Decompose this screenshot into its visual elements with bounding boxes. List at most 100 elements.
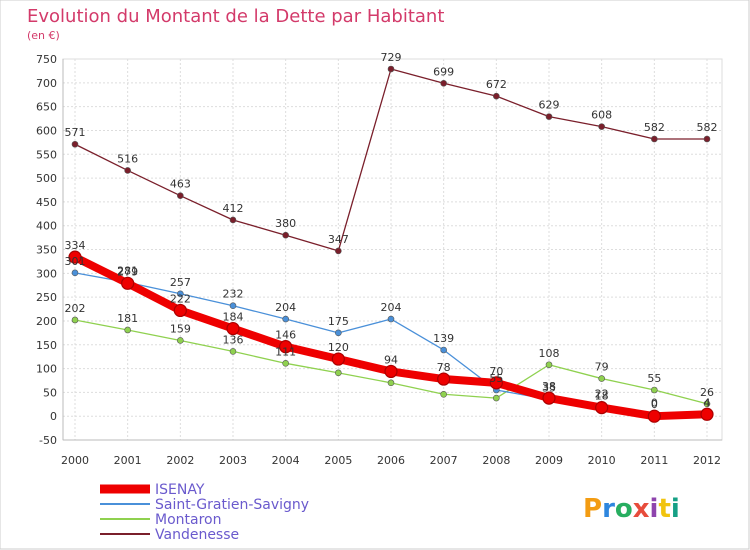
data-label: 582	[644, 121, 665, 134]
data-label: 380	[275, 217, 296, 230]
data-label: 146	[275, 329, 296, 342]
data-label: 281	[117, 264, 138, 277]
data-point	[226, 321, 240, 336]
data-label: 111	[275, 345, 296, 358]
data-point	[335, 247, 342, 255]
data-point	[493, 394, 500, 402]
proxiti-logo: Proxiti	[583, 494, 680, 524]
data-label: 672	[486, 78, 507, 91]
data-point	[595, 401, 609, 415]
y-tick-label: 250	[36, 291, 57, 304]
data-label: 120	[328, 341, 349, 354]
data-label: 347	[328, 233, 349, 246]
y-tick-label: 700	[36, 77, 57, 90]
data-label: 232	[223, 288, 244, 301]
data-point	[489, 376, 503, 390]
legend: ISENAYSaint-Gratien-SavignyMontaronVande…	[100, 482, 309, 543]
data-label: 463	[170, 178, 191, 191]
x-tick-label: 2011	[640, 454, 668, 467]
data-point	[282, 360, 289, 367]
data-point	[437, 372, 451, 386]
data-point	[703, 135, 711, 143]
data-label: 412	[223, 202, 244, 215]
data-point	[440, 79, 447, 87]
data-label: 257	[170, 276, 191, 289]
y-tick-label: 650	[36, 101, 57, 114]
data-point	[647, 409, 661, 423]
data-label: 35	[542, 382, 556, 395]
data-label: 729	[381, 51, 402, 64]
data-label: 4	[704, 396, 711, 409]
y-tick-label: 750	[36, 53, 57, 66]
data-label: 516	[117, 152, 138, 165]
y-tick-label: 0	[50, 410, 57, 423]
data-point	[177, 192, 184, 199]
data-point	[651, 135, 658, 143]
data-label: 629	[539, 99, 560, 112]
data-point	[282, 315, 289, 323]
x-tick-label: 2003	[219, 454, 247, 467]
y-tick-label: 500	[36, 172, 57, 185]
data-label: 175	[328, 315, 349, 328]
data-point	[598, 123, 605, 130]
data-label: 159	[170, 322, 191, 335]
data-point	[121, 276, 135, 290]
x-tick-label: 2001	[114, 454, 142, 467]
legend-item-label: Vandenesse	[155, 527, 239, 543]
y-tick-label: -50	[39, 434, 57, 447]
data-point	[387, 315, 395, 323]
data-label: 279	[117, 265, 138, 278]
y-tick-label: 400	[36, 220, 57, 233]
y-tick-label: 200	[36, 315, 57, 328]
data-label: 334	[65, 239, 86, 252]
data-label: 38	[542, 380, 556, 393]
data-label: 79	[595, 361, 609, 374]
data-label: 204	[381, 301, 402, 314]
data-point	[387, 379, 395, 387]
data-label: 94	[384, 353, 398, 366]
data-point	[545, 361, 553, 369]
data-point	[598, 375, 605, 382]
data-point	[177, 337, 184, 344]
data-point	[387, 65, 395, 73]
x-tick-label: 2000	[61, 454, 89, 467]
logo-wordmark: Proxiti	[583, 494, 680, 524]
data-point	[493, 92, 500, 100]
data-point	[71, 269, 79, 277]
legend-item-label: Montaron	[155, 512, 221, 528]
data-point	[229, 348, 237, 355]
data-label: 571	[65, 126, 86, 139]
data-label: 204	[275, 301, 296, 314]
data-point	[542, 391, 556, 405]
series-layer	[68, 65, 714, 423]
data-label: 55	[489, 372, 503, 385]
y-tick-label: 300	[36, 267, 57, 280]
data-point	[335, 329, 342, 337]
data-label: 70	[489, 365, 503, 378]
data-point	[703, 400, 711, 408]
y-tick-label: 450	[36, 196, 57, 209]
data-point	[440, 390, 447, 398]
data-point	[124, 326, 131, 334]
data-point	[331, 352, 345, 366]
x-tick-label: 2012	[693, 454, 721, 467]
data-point	[177, 290, 184, 298]
data-label: 301	[65, 255, 86, 268]
data-label: 22	[595, 388, 609, 401]
data-point	[279, 340, 293, 354]
y-tick-label: 100	[36, 363, 57, 376]
axes: -500501001502002503003504004505005506006…	[36, 53, 722, 467]
data-label: 699	[433, 65, 454, 78]
x-tick-label: 2009	[535, 454, 563, 467]
data-label: 136	[223, 333, 244, 346]
data-point	[282, 231, 289, 239]
x-tick-label: 2002	[166, 454, 194, 467]
data-point	[335, 369, 342, 377]
legend-item-label: ISENAY	[155, 482, 205, 498]
data-point	[700, 407, 714, 421]
data-point	[68, 250, 82, 264]
data-point	[71, 316, 79, 324]
y-tick-label: 550	[36, 148, 57, 161]
